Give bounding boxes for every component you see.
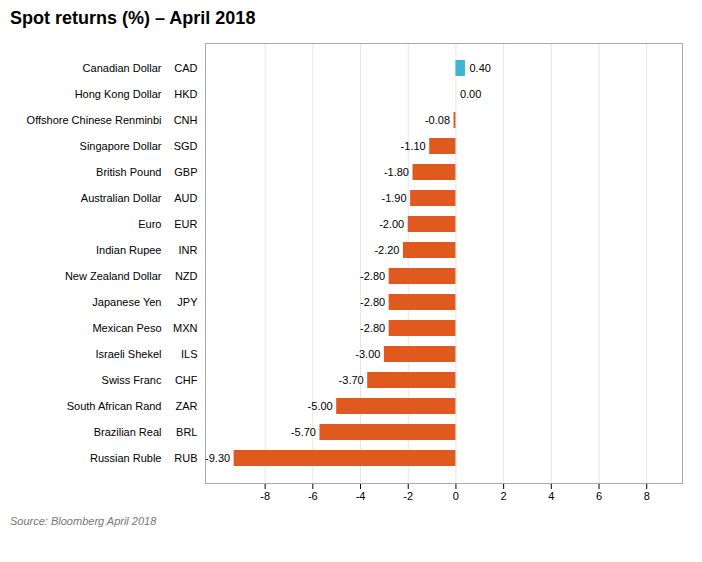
svg-text:NZD: NZD — [175, 270, 198, 282]
svg-text:Offshore Chinese Renminbi: Offshore Chinese Renminbi — [27, 114, 162, 126]
svg-text:4: 4 — [548, 490, 554, 502]
svg-text:Canadian Dollar: Canadian Dollar — [83, 62, 162, 74]
svg-text:-1.80: -1.80 — [384, 166, 409, 178]
svg-text:-1.10: -1.10 — [401, 140, 426, 152]
svg-text:0: 0 — [453, 490, 459, 502]
svg-text:6: 6 — [596, 490, 602, 502]
svg-text:British Pound: British Pound — [96, 166, 161, 178]
svg-text:-1.90: -1.90 — [382, 192, 407, 204]
svg-text:GBP: GBP — [174, 166, 197, 178]
svg-text:-6: -6 — [308, 490, 318, 502]
svg-text:-2.80: -2.80 — [360, 296, 385, 308]
svg-text:Swiss Franc: Swiss Franc — [102, 374, 162, 386]
svg-text:Mexican Peso: Mexican Peso — [92, 322, 161, 334]
html-text:Spot returns (%) – April 2018: Spot returns (%) – April 2018 — [10, 8, 256, 28]
svg-text:ILS: ILS — [181, 348, 198, 360]
svg-text:SGD: SGD — [174, 140, 198, 152]
svg-text:Euro: Euro — [138, 218, 161, 230]
svg-text:Singapore Dollar: Singapore Dollar — [80, 140, 162, 152]
svg-text:CAD: CAD — [174, 62, 197, 74]
svg-text:-5.70: -5.70 — [291, 426, 316, 438]
svg-text:Brazilian Real: Brazilian Real — [94, 426, 162, 438]
svg-text:AUD: AUD — [174, 192, 197, 204]
svg-text:CHF: CHF — [175, 374, 198, 386]
svg-text:CNH: CNH — [174, 114, 198, 126]
svg-text:-0.08: -0.08 — [425, 114, 450, 126]
svg-text:-2.80: -2.80 — [360, 322, 385, 334]
svg-text:Australian Dollar: Australian Dollar — [81, 192, 162, 204]
svg-text:-3.00: -3.00 — [355, 348, 380, 360]
svg-text:Israeli Shekel: Israeli Shekel — [95, 348, 161, 360]
svg-text:INR: INR — [179, 244, 198, 256]
svg-text:South African Rand: South African Rand — [67, 400, 162, 412]
svg-text:-2: -2 — [403, 490, 413, 502]
svg-text:Hong Kong Dollar: Hong Kong Dollar — [75, 88, 162, 100]
svg-text:EUR: EUR — [174, 218, 197, 230]
svg-text:-8: -8 — [260, 490, 270, 502]
svg-text:0.00: 0.00 — [460, 88, 481, 100]
svg-text:-2.80: -2.80 — [360, 270, 385, 282]
svg-text:Japanese Yen: Japanese Yen — [92, 296, 161, 308]
svg-text:BRL: BRL — [176, 426, 197, 438]
svg-text:-3.70: -3.70 — [339, 374, 364, 386]
svg-text:MXN: MXN — [173, 322, 198, 334]
svg-text:Russian Ruble: Russian Ruble — [90, 452, 162, 464]
svg-text:Indian Rupee: Indian Rupee — [96, 244, 161, 256]
svg-text:-4: -4 — [356, 490, 366, 502]
svg-text:-2.20: -2.20 — [374, 244, 399, 256]
svg-text:ZAR: ZAR — [176, 400, 198, 412]
svg-text:-2.00: -2.00 — [379, 218, 404, 230]
svg-text:JPY: JPY — [177, 296, 198, 308]
svg-text:-9.30: -9.30 — [205, 452, 230, 464]
svg-text:8: 8 — [644, 490, 650, 502]
svg-text:0.40: 0.40 — [469, 62, 490, 74]
svg-text:2: 2 — [501, 490, 507, 502]
svg-text:RUB: RUB — [174, 452, 197, 464]
svg-text:HKD: HKD — [174, 88, 197, 100]
svg-text:New Zealand Dollar: New Zealand Dollar — [65, 270, 162, 282]
svg-text:-5.00: -5.00 — [308, 400, 333, 412]
html-text:Source: Bloomberg April 2018: Source: Bloomberg April 2018 — [10, 515, 157, 527]
